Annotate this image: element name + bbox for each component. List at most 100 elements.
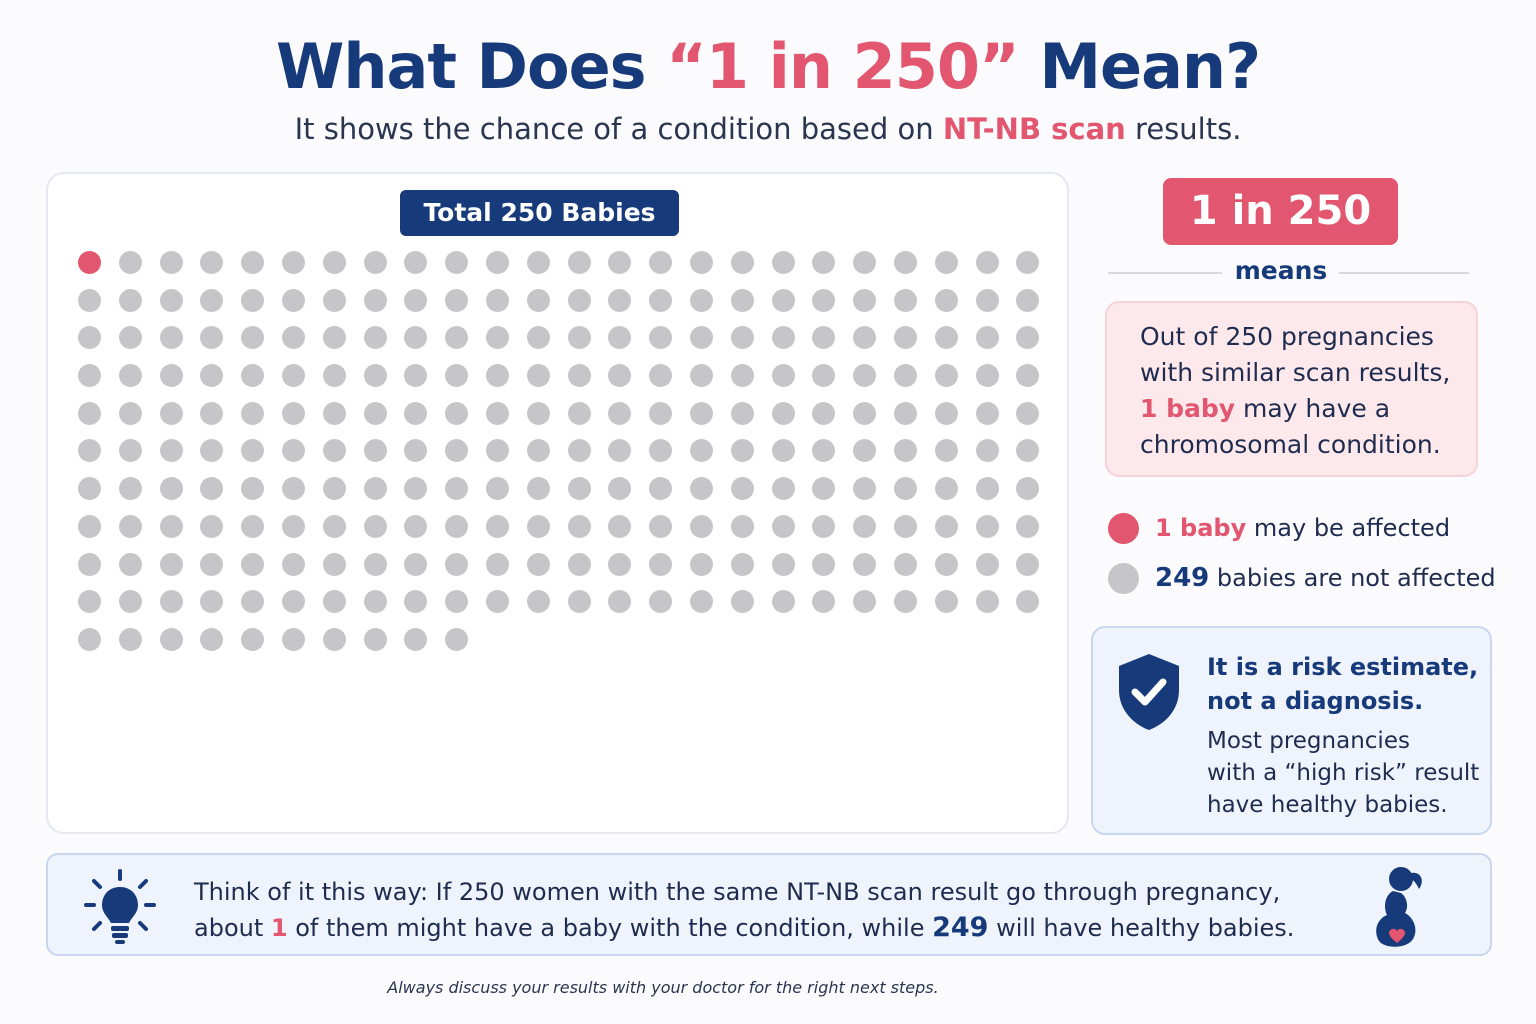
baby-dot: [445, 590, 469, 614]
baby-dot: [934, 364, 958, 388]
baby-dot: [853, 401, 877, 425]
baby-dot: [853, 590, 877, 614]
baby-dot: [730, 251, 754, 274]
baby-dot: [445, 326, 469, 350]
baby-dot: [281, 552, 305, 576]
baby-dot: [281, 514, 305, 538]
baby-dot: [812, 326, 836, 350]
baby-dot: [445, 401, 469, 425]
baby-dot: [730, 552, 754, 576]
baby-dot: [159, 552, 183, 576]
baby-dot: [78, 552, 101, 576]
baby-dot: [771, 590, 795, 614]
baby-dot: [649, 326, 673, 350]
baby-dot: [485, 552, 509, 576]
page-subtitle: It shows the chance of a condition based…: [294, 112, 1242, 146]
baby-dot: [78, 401, 101, 425]
baby-dot: [200, 364, 224, 388]
baby-dot: [1016, 514, 1040, 538]
baby-dot: [649, 514, 673, 538]
baby-dot: [404, 288, 428, 312]
baby-dot: [159, 326, 183, 350]
baby-dot: [363, 326, 387, 350]
baby-dot: [608, 364, 632, 388]
baby-dot: [281, 251, 305, 274]
baby-dot: [200, 477, 224, 501]
baby-dot: [118, 288, 142, 312]
baby-dot: [404, 590, 428, 614]
baby-dot: [1016, 439, 1040, 463]
baby-dot: [78, 364, 101, 388]
baby-dot: [404, 552, 428, 576]
baby-dot: [853, 552, 877, 576]
baby-dot: [363, 251, 387, 274]
baby-dot: [771, 552, 795, 576]
baby-dot: [78, 439, 101, 463]
baby-dot: [118, 364, 142, 388]
baby-dot: [526, 364, 550, 388]
baby-dot: [200, 251, 224, 274]
baby-dot: [363, 552, 387, 576]
explanation-box: Out of 250 pregnancies with similar scan…: [1105, 301, 1478, 477]
baby-dot: [200, 288, 224, 312]
explain-highlight: 1 baby: [1140, 394, 1236, 423]
baby-dot: [200, 627, 224, 651]
shield-check-icon: [1119, 654, 1179, 730]
baby-dot: [812, 552, 836, 576]
baby-dot: [812, 514, 836, 538]
baby-dot: [853, 477, 877, 501]
baby-dot: [363, 590, 387, 614]
baby-dot: [608, 401, 632, 425]
baby-dot: [526, 288, 550, 312]
means-divider-left: [1108, 272, 1222, 274]
risk-estimate-box: It is a risk estimate, not a diagnosis. …: [1091, 626, 1492, 835]
baby-dot: [934, 288, 958, 312]
baby-dot: [485, 364, 509, 388]
risk-heading: It is a risk estimate, not a diagnosis.: [1207, 653, 1479, 715]
baby-dot: [608, 552, 632, 576]
think-of-it-text: Think of it this way: If 250 women with …: [194, 878, 1295, 943]
baby-dot: [812, 477, 836, 501]
baby-dot: [1016, 477, 1040, 501]
baby-dot: [118, 439, 142, 463]
baby-dot: [78, 326, 101, 350]
baby-dot: [975, 364, 999, 388]
baby-dot: [322, 590, 346, 614]
baby-dot: [853, 251, 877, 274]
baby-dot: [322, 552, 346, 576]
baby-dot: [608, 477, 632, 501]
risk-body: Most pregnancies with a “high risk” resu…: [1207, 728, 1480, 818]
baby-dot: [1016, 251, 1040, 274]
baby-dot: [649, 439, 673, 463]
baby-dot: [975, 439, 999, 463]
baby-dot: [934, 590, 958, 614]
baby-dot: [893, 590, 917, 614]
baby-dot: [118, 326, 142, 350]
baby-dot: [118, 590, 142, 614]
ratio-badge: 1 in 250: [1163, 178, 1398, 245]
baby-dot: [730, 477, 754, 501]
baby-dot: [200, 401, 224, 425]
baby-dot: [689, 590, 713, 614]
baby-dot: [771, 439, 795, 463]
subtitle-highlight: NT-NB scan: [942, 112, 1126, 146]
baby-dot: [363, 288, 387, 312]
baby-dot: [689, 251, 713, 274]
baby-dot: [322, 627, 346, 651]
legend-unaffected: 249 babies are not affected: [1108, 562, 1496, 594]
baby-dot: [893, 326, 917, 350]
total-babies-badge: Total 250 Babies: [400, 190, 679, 236]
baby-dot: [649, 401, 673, 425]
baby-dot: [934, 477, 958, 501]
baby-dot: [241, 251, 265, 274]
baby-dot: [526, 590, 550, 614]
baby-dot: [567, 251, 591, 274]
baby-dot: [1016, 401, 1040, 425]
baby-dot: [975, 288, 999, 312]
baby-dot: [445, 251, 469, 274]
baby-dot: [689, 364, 713, 388]
affected-baby-dot: [78, 251, 101, 274]
baby-dot: [445, 477, 469, 501]
baby-dot: [649, 288, 673, 312]
baby-dot: [853, 514, 877, 538]
